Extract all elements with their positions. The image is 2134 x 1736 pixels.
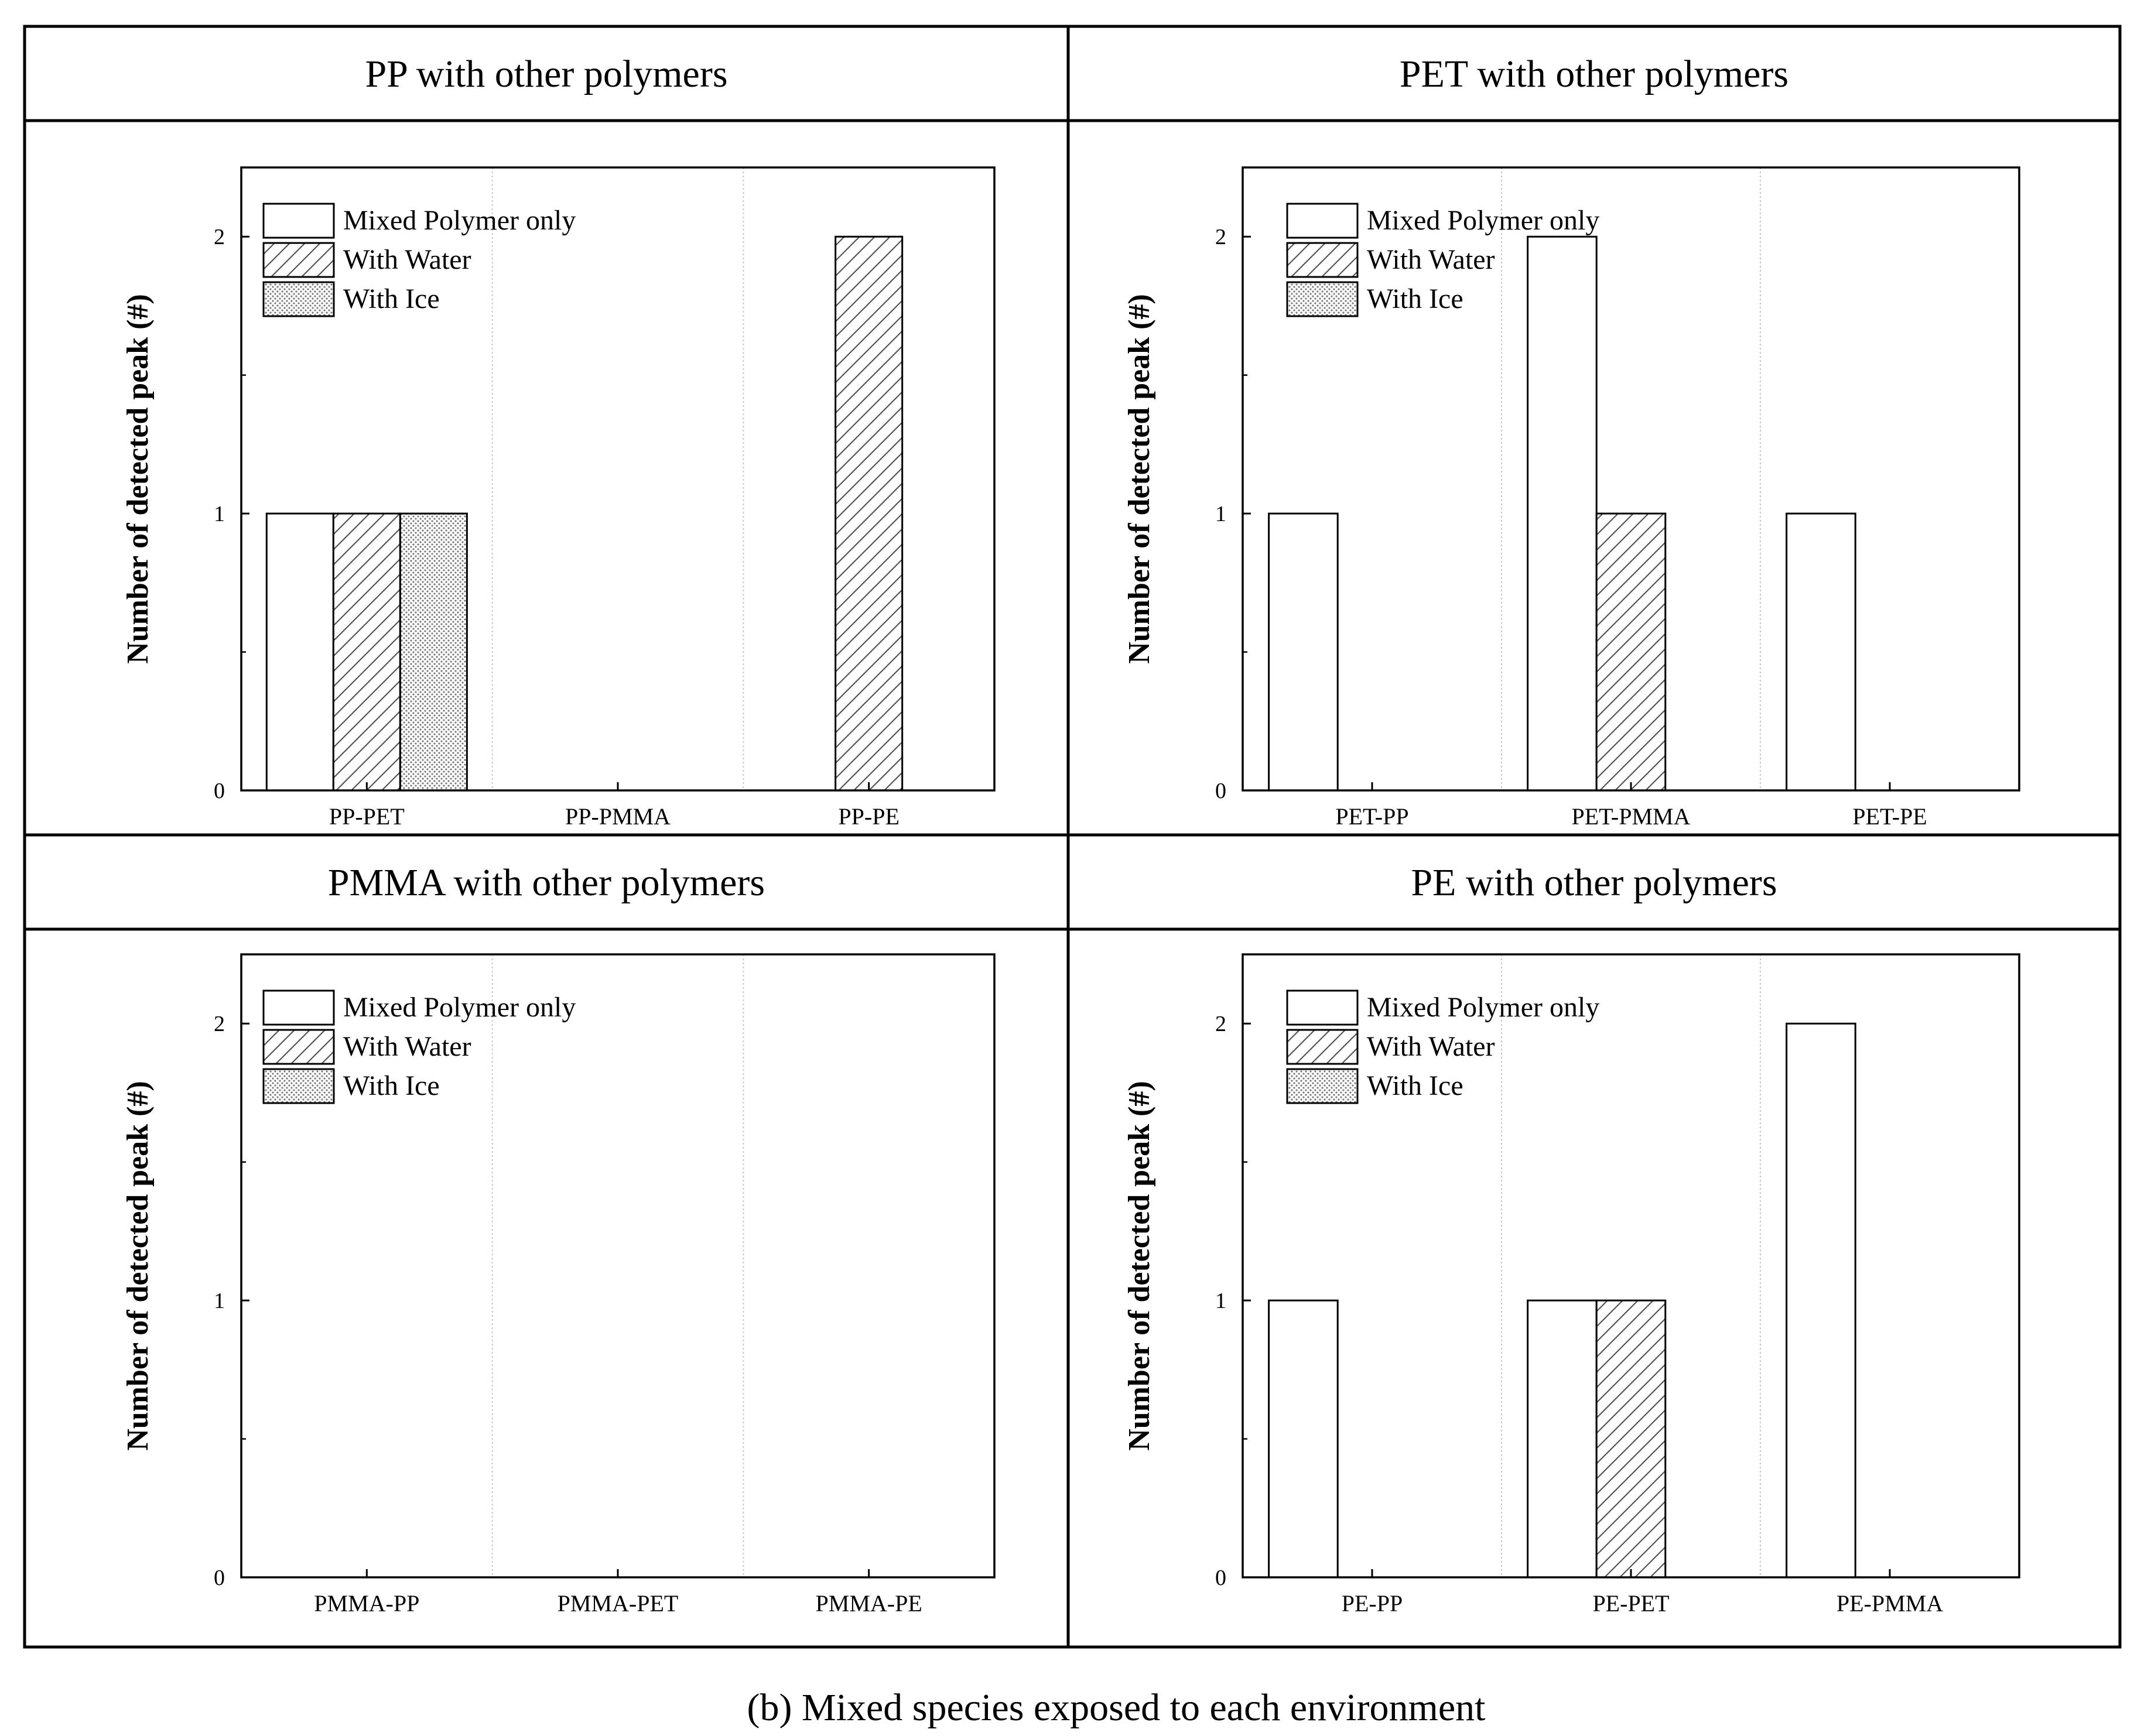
- x-tick-label: PET-PMMA: [1571, 803, 1690, 830]
- x-tick-label: PE-PMMA: [1837, 1590, 1943, 1617]
- y-tick-label: 2: [214, 225, 225, 249]
- x-tick-label: PMMA-PET: [558, 1590, 679, 1617]
- chart-pe-with-other-polymers: 0 1 2 PE-PP PE-PET PE-PMMA Number of detected …: [1123, 953, 2020, 1617]
- y-axis-label: Number of detected peak (#): [121, 1081, 155, 1451]
- y-tick-label: 1: [214, 1289, 225, 1313]
- legend-label: With Ice: [343, 1070, 440, 1101]
- x-tick-label: PMMA-PE: [816, 1590, 922, 1617]
- y-tick-label: 0: [1215, 779, 1226, 803]
- bar-mixed-polymer-only-pp-pet: [265, 512, 334, 792]
- legend-label: With Water: [343, 244, 471, 275]
- legend-label: Mixed Polymer only: [1367, 205, 1599, 236]
- legend-label: With Water: [1367, 1031, 1495, 1062]
- bar-with-water-pet-pmma: [1595, 512, 1667, 792]
- legend-swatch: [262, 203, 335, 239]
- legend-label: Mixed Polymer only: [1367, 992, 1599, 1023]
- legend-swatch: [262, 242, 335, 278]
- legend-label: Mixed Polymer only: [343, 205, 576, 236]
- chart-pet-with-other-polymers: 0 1 2 PET-PP PET-PMMA PET-PE Number of detecte…: [1123, 166, 2020, 830]
- y-tick-label: 0: [214, 779, 225, 803]
- x-tick-label: PP-PET: [329, 803, 405, 830]
- y-tick-label: 1: [1215, 502, 1226, 526]
- legend-label: Mixed Polymer only: [343, 992, 576, 1023]
- bar-with-ice-pp-pet: [399, 512, 468, 792]
- legend-swatch: [262, 989, 335, 1026]
- x-tick-label: PET-PP: [1335, 803, 1408, 830]
- y-tick-label: 0: [1215, 1566, 1226, 1590]
- legend-swatch: [262, 1068, 335, 1104]
- legend-label: With Ice: [1367, 1070, 1463, 1101]
- legend-swatch: [262, 1029, 335, 1065]
- y-tick-label: 0: [214, 1566, 225, 1590]
- figure-caption: (b) Mixed species exposed to each enviro…: [747, 1686, 1486, 1729]
- panel-title-pe: PE with other polymers: [1411, 861, 1777, 904]
- bar-mixed-polymer-only-pe-pp: [1268, 1299, 1339, 1579]
- bar-with-water-pe-pet: [1595, 1299, 1667, 1579]
- bar-mixed-polymer-only-pet-pp: [1268, 512, 1339, 792]
- x-tick-label: PP-PE: [838, 803, 900, 830]
- y-axis-label: Number of detected peak (#): [121, 294, 155, 664]
- bar-with-water-pp-pe: [835, 235, 904, 792]
- bar-mixed-polymer-only-pe-pmma: [1786, 1022, 1856, 1579]
- x-tick-label: PE-PET: [1592, 1590, 1669, 1617]
- y-axis-label: Number of detected peak (#): [1123, 1081, 1156, 1451]
- legend-label: With Water: [343, 1031, 471, 1062]
- legend-label: With Ice: [343, 283, 440, 314]
- bar-mixed-polymer-only-pet-pmma: [1527, 235, 1598, 792]
- panel-title-pet: PET with other polymers: [1400, 53, 1788, 95]
- panel-title-pp: PP with other polymers: [365, 53, 727, 95]
- y-tick-label: 1: [1215, 1289, 1226, 1313]
- legend-swatch: [1286, 203, 1359, 239]
- x-tick-label: PP-PMMA: [565, 803, 671, 830]
- legend-swatch: [1286, 989, 1359, 1026]
- chart-pmma-with-other-polymers: 0 1 2 PMMA-PP PMMA-PET PMMA-PE Number of detec…: [121, 953, 996, 1617]
- bar-with-water-pp-pet: [332, 512, 401, 792]
- x-tick-label: PE-PP: [1342, 1590, 1403, 1617]
- y-tick-label: 2: [1215, 1012, 1226, 1036]
- panel-title-pmma: PMMA with other polymers: [328, 861, 765, 904]
- legend-swatch: [1286, 242, 1359, 278]
- bar-mixed-polymer-only-pe-pet: [1527, 1299, 1598, 1579]
- y-tick-label: 1: [214, 502, 225, 526]
- y-tick-label: 2: [214, 1012, 225, 1036]
- legend-swatch: [1286, 1029, 1359, 1065]
- x-tick-label: PMMA-PP: [314, 1590, 419, 1617]
- y-axis-label: Number of detected peak (#): [1123, 294, 1156, 664]
- legend-swatch: [262, 281, 335, 317]
- x-tick-label: PET-PE: [1852, 803, 1927, 830]
- legend-label: With Water: [1367, 244, 1495, 275]
- y-tick-label: 2: [1215, 225, 1226, 249]
- legend-label: With Ice: [1367, 283, 1463, 314]
- bar-mixed-polymer-only-pet-pe: [1786, 512, 1856, 792]
- legend-swatch: [1286, 1068, 1359, 1104]
- chart-pp-with-other-polymers: 0 1 2 PP-PET PP-PMMA PP-PE Number of detected …: [121, 166, 996, 830]
- legend-swatch: [1286, 281, 1359, 317]
- frame: [23, 25, 2122, 1649]
